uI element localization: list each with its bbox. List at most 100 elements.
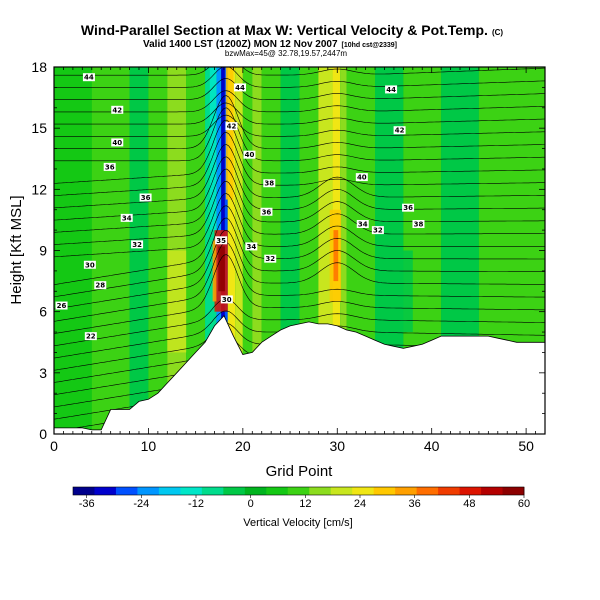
- y-tick-label: 9: [39, 243, 47, 259]
- velocity-core: [450, 250, 479, 333]
- colorbar-swatch: [459, 487, 482, 495]
- colorbar-swatch: [287, 487, 310, 495]
- contour-label-text: 30: [222, 296, 232, 304]
- colorbar-tick-label: -24: [133, 498, 149, 510]
- colorbar-tick-label: 24: [354, 498, 366, 510]
- colorbar-swatch: [244, 487, 267, 495]
- colorbar-swatch: [438, 487, 460, 495]
- velocity-band: [129, 67, 149, 434]
- x-tick-label: 50: [518, 438, 534, 454]
- theta-contour: [54, 119, 545, 184]
- colorbar-tick-label: 36: [409, 498, 421, 510]
- theta-contour: [54, 242, 545, 322]
- velocity-band: [252, 67, 262, 434]
- contour-label-text: 42: [227, 123, 237, 131]
- velocity-band: [242, 67, 253, 434]
- colorbar-swatch: [266, 487, 289, 495]
- y-tick-label: 6: [39, 304, 47, 320]
- theta-contour: [54, 180, 545, 245]
- contour-label-text: 32: [373, 227, 383, 235]
- contour-label-text: 36: [141, 194, 151, 202]
- colorbar-swatch: [223, 487, 246, 495]
- contour-label-text: 42: [112, 106, 122, 114]
- chart-subtitle-max: bzwMax=45@ 32.78,19.57,2447m: [225, 49, 348, 58]
- contour-label: 40: [243, 150, 256, 159]
- colorbar-tick-label: 12: [299, 498, 311, 510]
- colorbar-swatch: [73, 487, 95, 495]
- contour-label: 34: [120, 213, 133, 222]
- colorbar-swatch: [395, 487, 418, 495]
- contour-label: 36: [139, 193, 152, 202]
- contour-label-text: 36: [262, 208, 272, 216]
- contour-label-text: 44: [386, 86, 396, 94]
- y-axis-label: Height [Kft MSL]: [8, 195, 25, 304]
- y-tick-label: 12: [31, 181, 47, 197]
- velocity-band: [186, 67, 206, 434]
- theta-contour: [54, 102, 545, 125]
- theta-contour: [54, 67, 545, 88]
- colorbar-tick-label: 60: [518, 498, 530, 510]
- velocity-core: [393, 250, 413, 333]
- contour-label-text: 26: [57, 302, 67, 310]
- colorbar-tick-label: -36: [79, 498, 95, 510]
- theta-contour: [54, 107, 545, 162]
- colorbar-swatch: [115, 487, 138, 495]
- theta-contour: [54, 114, 545, 137]
- contour-label-text: 40: [112, 139, 122, 147]
- x-tick-label: 0: [50, 438, 58, 454]
- contour-label: 38: [263, 179, 276, 188]
- contour-label-text: 38: [414, 220, 424, 228]
- colorbar-swatch: [158, 487, 181, 495]
- theta-contour: [54, 156, 545, 221]
- x-tick-label: 40: [424, 438, 440, 454]
- theta-contour: [54, 67, 545, 76]
- colorbar-swatch: [180, 487, 203, 495]
- contour-label: 42: [225, 122, 238, 131]
- contour-label-text: 34: [358, 220, 368, 228]
- theta-contour: [54, 90, 545, 113]
- contour-label-text: 38: [264, 180, 274, 188]
- x-axis: 0 10 20 30 40 50: [50, 67, 546, 454]
- velocity-band: [235, 67, 243, 434]
- contour-label-text: 44: [235, 84, 245, 92]
- contour-label: 30: [83, 260, 96, 269]
- x-tick-label: 30: [329, 438, 345, 454]
- velocity-core: [333, 230, 339, 282]
- colorbar-tick-label: 0: [248, 498, 254, 510]
- colorbar-swatch: [330, 487, 353, 495]
- contour-label-text: 40: [245, 151, 255, 159]
- colorbar-swatch: [94, 487, 117, 495]
- theta-contour: [54, 298, 545, 347]
- velocity-band: [54, 67, 92, 434]
- velocity-core: [209, 67, 217, 231]
- contour-label-text: 42: [395, 127, 405, 135]
- contour-label-text: 22: [86, 333, 96, 341]
- y-tick-label: 15: [31, 120, 47, 136]
- theta-contour: [54, 205, 545, 285]
- contour-label-text: 35: [216, 237, 226, 245]
- theta-contour: [54, 131, 545, 196]
- contour-label: 35: [215, 236, 228, 245]
- colorbar-tick-label: 48: [463, 498, 475, 510]
- theta-contour: [54, 144, 545, 209]
- contour-label: 34: [245, 242, 258, 251]
- y-tick-label: 18: [31, 59, 47, 75]
- plot-area: 4442403636343230282622444240383635343230…: [54, 67, 545, 434]
- y-tick-label: 3: [39, 365, 47, 381]
- velocity-core: [212, 240, 217, 302]
- theta-contour: [54, 229, 545, 310]
- contour-label-text: 36: [403, 204, 413, 212]
- terrain-mask: [54, 314, 545, 434]
- colorbar-swatch: [481, 487, 503, 495]
- theta-contour: [54, 193, 545, 258]
- theta-contour: [54, 78, 545, 100]
- theta-contour: [54, 217, 545, 298]
- contour-label-text: 44: [84, 74, 94, 82]
- contour-label-text: 30: [85, 261, 95, 269]
- contour-label: 36: [402, 203, 415, 212]
- contour-label: 40: [111, 138, 124, 147]
- contour-label: 44: [385, 85, 398, 94]
- contour-label: 32: [371, 226, 384, 235]
- x-tick-label: 20: [235, 438, 251, 454]
